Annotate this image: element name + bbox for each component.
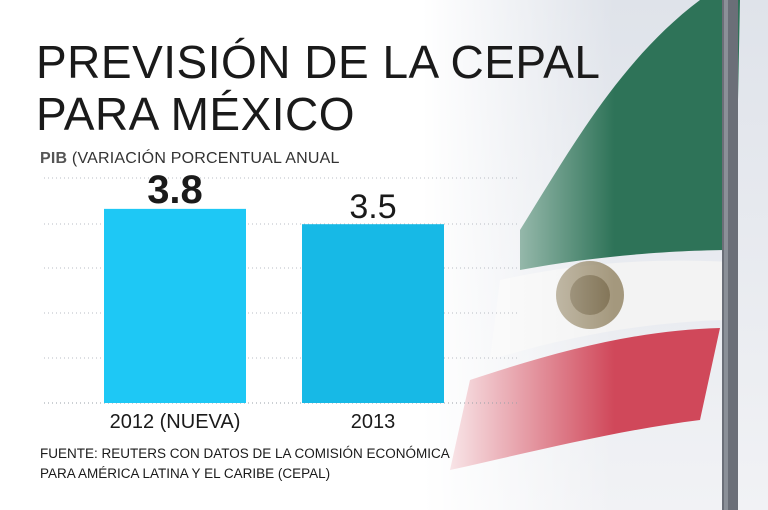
subtitle-description: (VARIACIÓN PORCENTUAL ANUAL (67, 150, 340, 167)
source-note: FUENTE: REUTERS CON DATOS DE LA COMISIÓN… (40, 444, 540, 484)
category-label-1: 2012 (NUEVA) (110, 411, 241, 433)
bar-2 (302, 224, 444, 403)
title-line-1: PREVISIÓN DE LA CEPAL (36, 36, 601, 88)
subtitle-pib: PIB (40, 150, 68, 167)
source-line-2: PARA AMÉRICA LATINA Y EL CARIBE (CEPAL) (40, 466, 331, 481)
chart-title: PREVISIÓN DE LA CEPAL PARA MÉXICO (36, 36, 676, 140)
source-line-1: FUENTE: REUTERS CON DATOS DE LA COMISIÓN… (40, 446, 450, 461)
value-label-1: 3.8 (147, 168, 203, 212)
bar-1 (104, 208, 246, 403)
category-label-2: 2013 (351, 411, 396, 433)
chart-subtitle: PIB (VARIACIÓN PORCENTUAL ANUAL (40, 150, 340, 168)
title-line-2: PARA MÉXICO (36, 88, 356, 140)
value-label-2: 3.5 (349, 188, 396, 226)
